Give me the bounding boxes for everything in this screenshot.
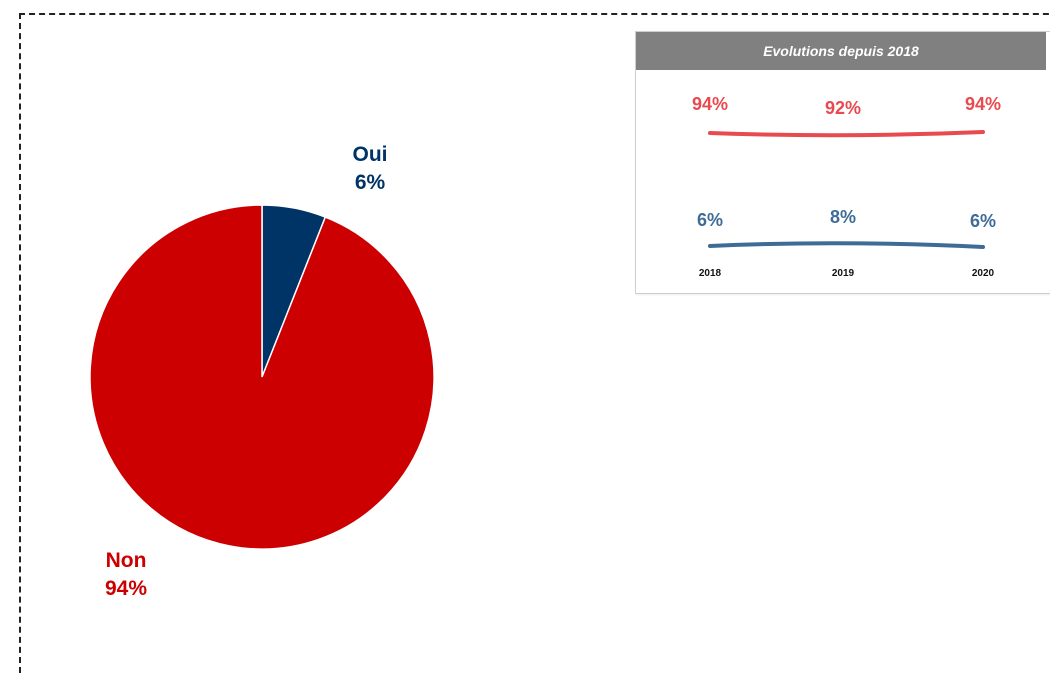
evolution-value-1-1: 8%: [829, 207, 856, 227]
pie-label-oui-value: 6%: [354, 171, 386, 194]
pie-label-non-value: 94%: [104, 577, 148, 600]
pie-svg: [89, 204, 435, 550]
evolution-line-0: [708, 130, 985, 138]
pie-label-non-name: Non: [105, 549, 147, 572]
evolution-year-2020: 2020: [971, 268, 995, 279]
pie-chart: Oui 6% Non 94%: [86, 141, 435, 603]
evolution-line-1: [708, 241, 985, 249]
evolution-value-1-2: 6%: [969, 211, 996, 231]
pie-label-non: Non 94%: [86, 547, 166, 603]
evolution-svg: [708, 130, 985, 249]
evolution-value-0-2: 94%: [964, 94, 1002, 114]
pie-slice-non: [89, 204, 435, 550]
evolution-value-1-0: 6%: [696, 210, 723, 230]
evolution-year-2019: 2019: [831, 268, 855, 279]
evolution-value-0-0: 94%: [691, 94, 729, 114]
evolution-value-0-1: 92%: [824, 98, 862, 118]
evolution-title: Evolutions depuis 2018: [636, 32, 1046, 70]
pie-label-oui-name: Oui: [352, 143, 388, 166]
evolution-panel: Evolutions depuis 2018 94% 92% 94% 6% 8% 6% 20…: [635, 31, 1050, 294]
evolution-year-2018: 2018: [698, 268, 722, 279]
dashed-frame: [19, 13, 1050, 673]
pie-label-oui: Oui 6%: [330, 141, 410, 197]
